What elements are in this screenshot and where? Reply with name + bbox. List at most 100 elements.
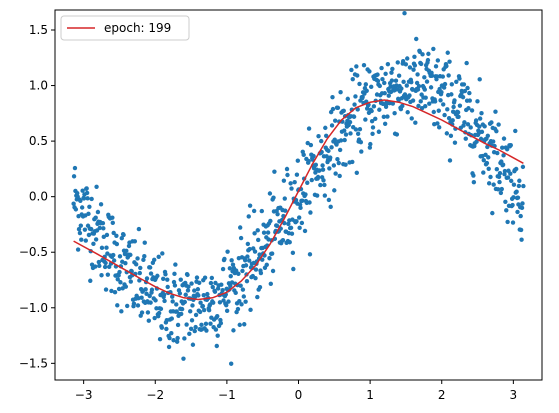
scatter-point [89, 196, 94, 202]
scatter-point [179, 311, 184, 317]
scatter-point [202, 275, 208, 280]
scatter-point [114, 233, 119, 238]
scatter-point [510, 202, 515, 208]
scatter-point [265, 230, 271, 235]
scatter-point [161, 292, 167, 297]
scatter-point [230, 262, 236, 267]
scatter-point [342, 137, 347, 143]
scatter-point [259, 208, 265, 214]
scatter-point [268, 281, 274, 287]
scatter-point [451, 104, 456, 110]
scatter-point [448, 133, 454, 139]
scatter-point [496, 174, 502, 179]
scatter-point [112, 290, 118, 295]
fitted-line [73, 99, 524, 301]
scatter-point [323, 125, 328, 131]
scatter-point [336, 160, 341, 166]
scatter-point [156, 254, 161, 260]
scatter-point [501, 153, 506, 158]
scatter-point [99, 273, 104, 278]
scatter-point [462, 88, 468, 94]
scatter-point [295, 158, 301, 163]
scatter-point [78, 223, 84, 228]
scatter-point [105, 272, 111, 277]
scatter-point [94, 184, 99, 189]
scatter-point [192, 328, 197, 334]
scatter-point [515, 209, 520, 215]
scatter-point [248, 307, 253, 313]
scatter-point [233, 290, 238, 296]
scatter-point [452, 140, 458, 145]
scatter-point [513, 166, 519, 172]
scatter-point [115, 277, 120, 282]
scatter-point [320, 163, 325, 168]
scatter-point [245, 241, 251, 247]
scatter-point [247, 246, 252, 252]
scatter-point [136, 226, 142, 232]
scatter-point [419, 105, 425, 111]
scatter-point [190, 342, 196, 347]
scatter-point [96, 259, 102, 265]
scatter-point [414, 36, 419, 42]
scatter-point [144, 276, 150, 281]
scatter-point [368, 141, 373, 147]
scatter-point [298, 205, 303, 211]
scatter-point [111, 252, 116, 258]
scatter-point [188, 309, 193, 314]
scatter-point [170, 299, 175, 304]
scatter-point [511, 195, 516, 200]
scatter-point [286, 221, 291, 227]
scatter-point [224, 308, 230, 314]
scatter-point [345, 96, 350, 102]
scatter-point [215, 333, 220, 338]
scatter-point [333, 171, 338, 176]
scatter-point [409, 79, 414, 85]
scatter-point [139, 310, 145, 315]
scatter-point [302, 228, 308, 234]
scatter-point [148, 271, 154, 276]
scatter-point [157, 336, 163, 342]
scatter-point [299, 220, 305, 226]
scatter-point [385, 61, 391, 67]
scatter-point [442, 81, 448, 87]
scatter-point [123, 284, 129, 289]
scatter-point [500, 162, 506, 167]
scatter-point [117, 269, 122, 275]
scatter-point [85, 196, 90, 201]
scatter-point [446, 115, 452, 121]
scatter-point [348, 131, 353, 136]
scatter-point [400, 103, 405, 109]
scatter-point [213, 280, 218, 286]
scatter-point [219, 282, 224, 287]
scatter-point [495, 150, 500, 156]
scatter-point [514, 189, 519, 194]
scatter-point [78, 198, 83, 203]
x-tick-label: 1 [366, 388, 374, 402]
scatter-point [166, 344, 172, 350]
scatter-point [86, 232, 92, 238]
scatter-point [465, 85, 470, 91]
scatter-point [174, 339, 180, 344]
scatter-point [210, 300, 216, 305]
scatter-point [101, 226, 106, 231]
scatter-point [516, 183, 522, 189]
scatter-point [71, 201, 76, 206]
scatter-point [258, 270, 264, 276]
scatter-point [501, 136, 507, 141]
scatter-point [247, 203, 253, 208]
scatter-point [171, 279, 177, 285]
scatter-point [328, 204, 333, 210]
scatter-point [220, 287, 225, 293]
scatter-point [481, 157, 486, 163]
scatter-point [489, 120, 494, 125]
scatter-point [284, 166, 290, 172]
scatter-point [75, 247, 81, 252]
scatter-point [267, 191, 273, 196]
scatter-point [292, 179, 297, 185]
scatter-point [518, 227, 524, 233]
scatter-point [491, 182, 496, 187]
scatter-point [296, 215, 302, 220]
scatter-point [196, 293, 201, 298]
scatter-point [291, 266, 296, 272]
scatter-point [508, 171, 513, 176]
